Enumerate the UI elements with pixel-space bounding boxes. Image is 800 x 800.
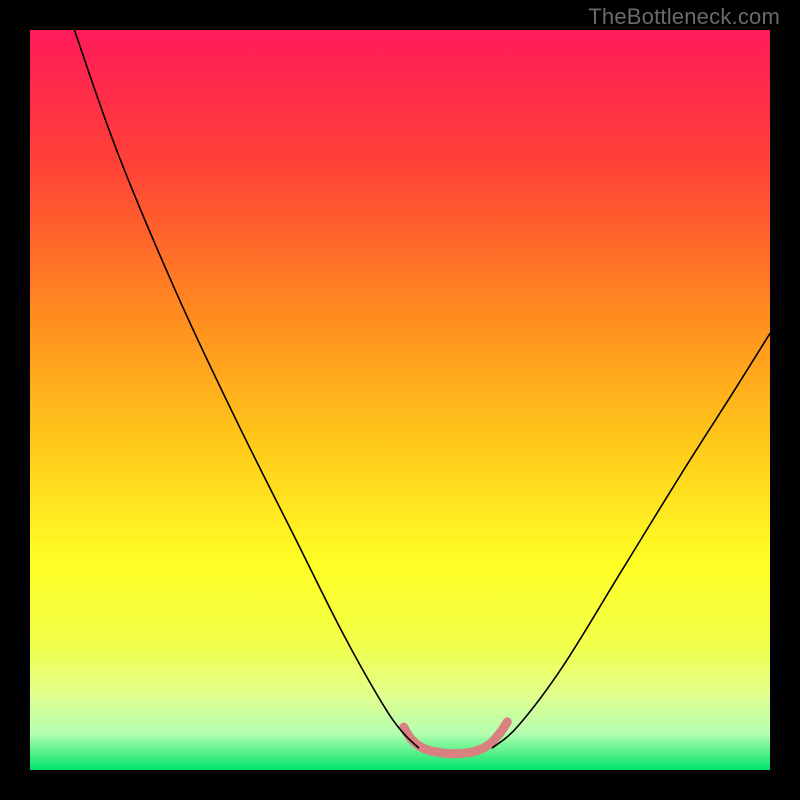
- chart-frame: TheBottleneck.com: [0, 0, 800, 800]
- curve-layer: [30, 30, 770, 770]
- curve-right-branch: [493, 333, 771, 747]
- watermark-text: TheBottleneck.com: [588, 4, 780, 30]
- curve-left-branch: [74, 30, 418, 748]
- plot-area: [30, 30, 770, 770]
- valley-band: [404, 722, 508, 754]
